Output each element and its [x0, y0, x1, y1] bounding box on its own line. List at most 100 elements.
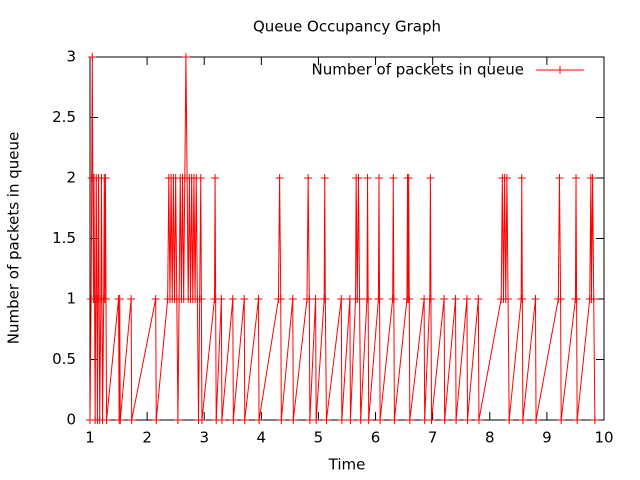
point-marker — [426, 295, 435, 303]
point-marker — [474, 416, 483, 424]
point-marker — [405, 295, 414, 303]
point-marker — [390, 416, 399, 424]
x-tick-label: 10 — [594, 429, 613, 447]
point-marker — [572, 174, 581, 182]
y-tick-label: 0 — [66, 411, 76, 429]
point-marker — [115, 295, 124, 303]
point-marker — [451, 295, 460, 303]
point-marker — [532, 416, 541, 424]
point-marker — [518, 295, 527, 303]
point-marker — [376, 416, 385, 424]
y-tick-label: 0.5 — [52, 350, 76, 368]
x-axis-label: Time — [328, 456, 366, 474]
point-marker — [337, 295, 346, 303]
legend-label: Number of packets in queue — [312, 61, 525, 79]
plot-frame — [89, 56, 605, 421]
y-tick-label: 2.5 — [52, 108, 76, 126]
y-tick-label: 1 — [66, 290, 76, 308]
point-marker — [275, 174, 284, 182]
point-marker — [101, 174, 110, 182]
point-marker — [277, 416, 286, 424]
point-marker — [197, 295, 206, 303]
point-marker — [101, 295, 110, 303]
point-marker — [88, 53, 97, 61]
point-marker — [289, 416, 298, 424]
chart-title: Queue Occupancy Graph — [253, 18, 441, 36]
point-marker — [572, 295, 581, 303]
point-marker — [127, 295, 136, 303]
point-marker — [356, 416, 365, 424]
point-marker — [590, 416, 599, 424]
x-tick-label: 3 — [199, 429, 209, 447]
point-marker — [374, 174, 383, 182]
x-tick-label: 6 — [371, 429, 381, 447]
point-marker — [363, 174, 372, 182]
point-marker — [555, 174, 564, 182]
point-marker — [589, 295, 598, 303]
x-tick-label: 7 — [428, 429, 438, 447]
point-marker — [196, 174, 205, 182]
point-marker — [102, 416, 111, 424]
point-marker — [217, 416, 226, 424]
point-marker — [420, 416, 429, 424]
point-marker — [152, 416, 161, 424]
point-marker — [127, 416, 136, 424]
point-marker — [173, 416, 182, 424]
point-marker — [354, 174, 363, 182]
point-marker — [573, 416, 582, 424]
point-marker — [375, 295, 384, 303]
point-marker — [276, 295, 285, 303]
point-marker — [440, 295, 449, 303]
point-marker — [389, 174, 398, 182]
point-marker — [337, 416, 346, 424]
x-tick-label: 2 — [142, 429, 152, 447]
point-marker — [321, 295, 330, 303]
y-tick-label: 2 — [66, 169, 76, 187]
point-marker — [517, 174, 526, 182]
point-marker — [557, 416, 566, 424]
y-axis-label: Number of packets in queue — [5, 132, 23, 345]
point-marker — [518, 416, 527, 424]
point-marker — [389, 295, 398, 303]
point-marker — [346, 416, 355, 424]
point-marker — [404, 174, 413, 182]
point-marker — [254, 295, 263, 303]
point-marker — [255, 416, 264, 424]
point-marker — [556, 295, 565, 303]
point-marker — [427, 416, 436, 424]
point-marker — [531, 295, 540, 303]
x-tick-label: 5 — [314, 429, 324, 447]
point-marker — [217, 295, 226, 303]
point-marker — [229, 416, 238, 424]
point-marker — [197, 416, 206, 424]
point-marker — [452, 416, 461, 424]
point-marker — [504, 295, 513, 303]
point-marker — [311, 295, 320, 303]
point-marker — [181, 53, 190, 61]
legend-swatch — [536, 66, 584, 74]
point-marker — [151, 295, 160, 303]
point-marker — [320, 174, 329, 182]
point-marker — [463, 416, 472, 424]
point-marker — [116, 416, 125, 424]
x-tick-label: 9 — [542, 429, 552, 447]
point-marker — [211, 174, 220, 182]
point-marker — [474, 295, 483, 303]
point-marker — [288, 295, 297, 303]
point-marker — [462, 295, 471, 303]
point-marker — [355, 295, 364, 303]
point-marker — [364, 416, 373, 424]
point-marker — [426, 174, 435, 182]
point-marker — [405, 416, 414, 424]
point-marker — [440, 416, 449, 424]
point-marker — [322, 416, 331, 424]
point-marker — [505, 416, 514, 424]
point-marker — [228, 295, 237, 303]
series-line — [89, 56, 596, 421]
point-marker — [312, 416, 321, 424]
point-marker — [240, 416, 249, 424]
point-marker — [588, 174, 597, 182]
x-tick-label: 8 — [485, 429, 495, 447]
